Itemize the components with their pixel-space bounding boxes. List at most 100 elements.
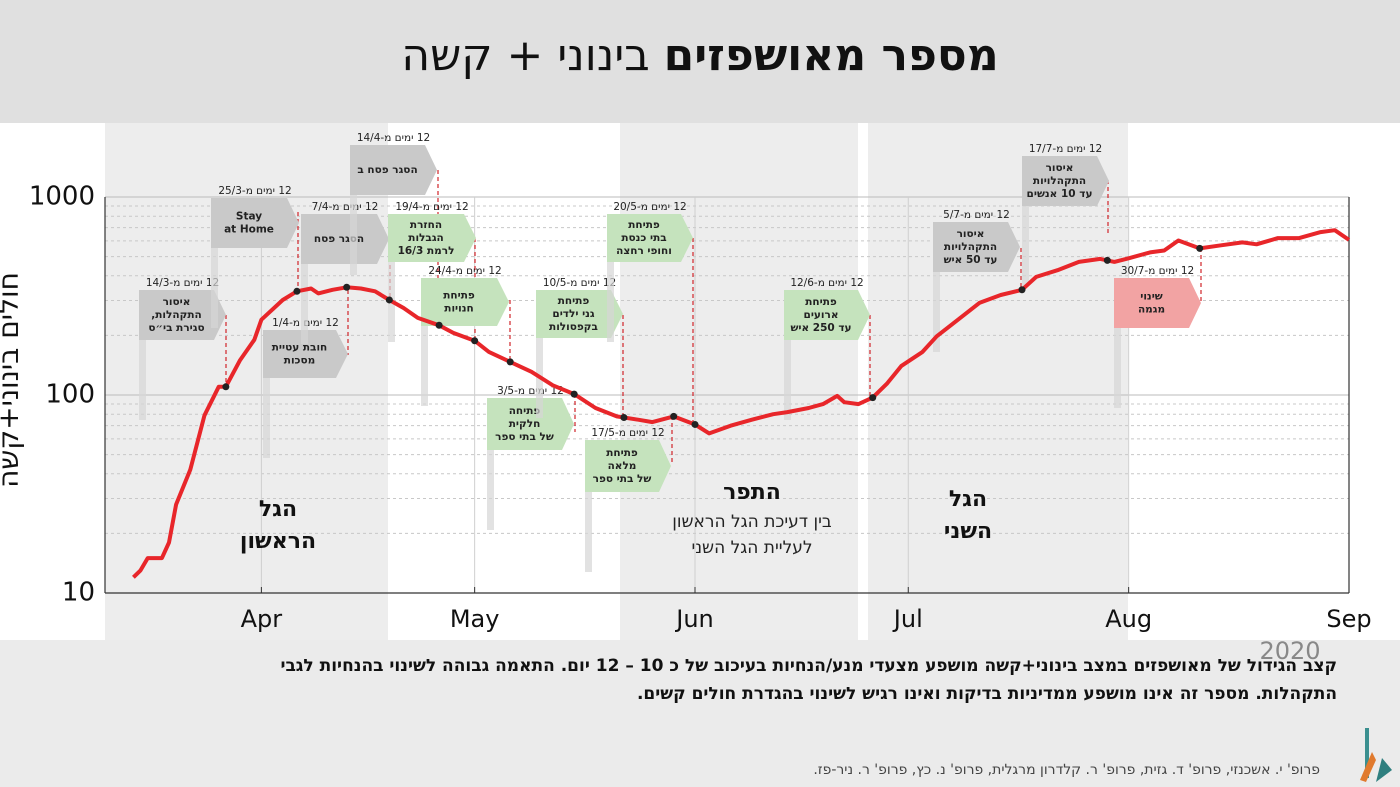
- year-label: 2020: [1259, 637, 1320, 665]
- callout-text: של בתי ספר: [495, 431, 554, 443]
- event-marker: [343, 283, 351, 291]
- callout-box: [607, 214, 693, 262]
- title-bold: מספר מאושפזים: [663, 30, 999, 81]
- event-marker: [471, 337, 479, 345]
- callout-box: [388, 214, 476, 262]
- callout-text: התקהלויות: [944, 241, 997, 253]
- callout-shadow: [263, 378, 270, 458]
- event-marker: [293, 287, 301, 295]
- callout-text: התקהלויות: [1033, 175, 1086, 187]
- event-marker: [869, 394, 877, 402]
- callout-text: Stay: [236, 211, 262, 223]
- caption-line: התקהלות. מספר זה אינו מושפע ממדיניות בדי…: [636, 684, 1337, 704]
- callout-text: גני ילדים: [552, 308, 595, 320]
- callout-text: ארועים: [804, 309, 839, 321]
- callout-text: חלקית: [509, 418, 541, 430]
- callout-header: 12 ימים מ-17/7: [1029, 143, 1102, 155]
- callout-header: 12 ימים מ-14/3: [146, 277, 219, 289]
- event-marker: [670, 412, 678, 420]
- logo: [1365, 728, 1369, 778]
- callout-text: סגירת בי״ס: [148, 322, 204, 334]
- y-tick-label: 10: [62, 578, 95, 608]
- callout-box: [487, 398, 574, 450]
- callout-header: 12 ימים מ-30/7: [1121, 265, 1194, 277]
- callout-header: 12 ימים מ-5/7: [943, 209, 1010, 221]
- title-regular: בינוני + קשה: [401, 30, 650, 81]
- callout-text: חובת עטיית: [272, 342, 328, 354]
- callout-header: 12 ימים מ-17/5: [591, 427, 664, 439]
- callout-text: איסור: [1046, 162, 1074, 174]
- event-marker: [570, 390, 578, 398]
- callout-box: [1022, 156, 1109, 206]
- event-marker: [1018, 286, 1026, 294]
- event-marker: [506, 358, 514, 366]
- callout-shadow: [1114, 328, 1121, 408]
- callout-text: מגמה: [1138, 304, 1165, 316]
- y-tick-label: 1000: [29, 182, 95, 212]
- callout-box: [421, 278, 509, 326]
- callout-shadow: [784, 340, 791, 420]
- callout-box: [585, 440, 671, 492]
- event-marker: [222, 383, 230, 391]
- callout-text: לרמת 16/3: [398, 245, 455, 257]
- event-marker: [385, 296, 393, 304]
- callout-text: הגבלות: [408, 232, 443, 244]
- callout-shadow: [139, 340, 146, 420]
- x-tick-label: Sep: [1326, 605, 1371, 633]
- callout-text: פתיחת: [805, 296, 837, 308]
- caption-line: קצב הגידול של מאושפזים במצב בינוני+קשה מ…: [280, 656, 1337, 676]
- callout-text: עד 50 איש: [944, 254, 998, 266]
- region-label: הראשון: [240, 529, 316, 554]
- callout-shadow: [607, 262, 614, 342]
- period-shade: [620, 123, 858, 640]
- callout-box: [536, 290, 623, 338]
- region-label: השני: [944, 519, 992, 544]
- title: מספר מאושפזים בינוני + קשה: [0, 30, 1400, 81]
- callout-text: פתיחת: [606, 447, 638, 459]
- region-sublabel: בין דעיכת הגל הראשון: [672, 512, 832, 532]
- callout-header: 12 ימים מ-12/6: [790, 277, 863, 289]
- y-tick-label: 100: [45, 380, 95, 410]
- callout-box: [139, 290, 226, 340]
- title-band: [0, 0, 1400, 123]
- event-marker: [620, 413, 628, 421]
- callout-shadow: [350, 195, 357, 275]
- region-label: הגל: [949, 487, 987, 512]
- x-tick-label: Apr: [241, 605, 283, 633]
- x-tick-label: Aug: [1105, 605, 1152, 633]
- callout-text: פתיחת: [628, 219, 660, 231]
- period-shade: [868, 123, 1128, 640]
- event-marker: [691, 420, 699, 428]
- callout-box: [1114, 278, 1201, 328]
- logo: [1376, 758, 1392, 782]
- callout-text: מלאה: [608, 460, 637, 472]
- callout-text: איסור: [957, 228, 985, 240]
- callout-box: [784, 290, 870, 340]
- callout-box: [933, 222, 1020, 272]
- callout-shadow: [211, 248, 218, 328]
- callout-text: at Home: [224, 224, 274, 236]
- callout-text: פתיחה: [509, 405, 541, 417]
- callout-box: [211, 198, 299, 248]
- callout-text: וחופי רחצה: [616, 245, 672, 257]
- callout-shadow: [585, 492, 592, 572]
- event-marker: [435, 321, 443, 329]
- x-tick-label: Jul: [892, 605, 923, 633]
- callout-header: 12 ימים מ-14/4: [357, 132, 430, 144]
- callout-text: שינוי: [1140, 291, 1163, 303]
- callout-text: של בתי ספר: [593, 473, 652, 485]
- callout-header: 12 ימים מ-20/5: [613, 201, 686, 213]
- event-marker: [1196, 244, 1204, 252]
- callout-box: [350, 145, 437, 195]
- callout-text: פתיחת: [443, 290, 475, 302]
- footer-band: [0, 640, 1400, 787]
- logo: [1360, 752, 1376, 782]
- callout-text: הסגר פסח ב: [357, 164, 417, 176]
- credits: פרופ' י. אשכנזי, פרופ' ד. גזית, פרופ' ר.…: [813, 762, 1320, 778]
- callout-header: 12 ימים מ-10/5: [543, 277, 616, 289]
- callout-header: 12 ימים מ-7/4: [312, 201, 379, 213]
- callout-header: 12 ימים מ-19/4: [395, 201, 468, 213]
- callout-text: מסכות: [284, 355, 315, 367]
- callout-box: [263, 330, 348, 378]
